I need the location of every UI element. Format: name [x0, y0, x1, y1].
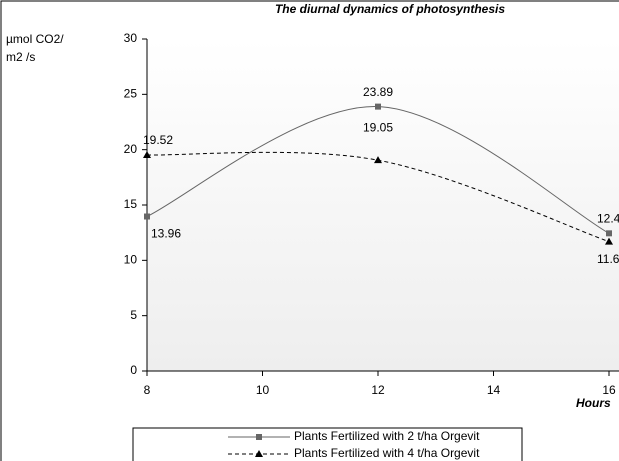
- x-axis-title: Hours: [576, 396, 611, 410]
- data-label: 12.44: [597, 212, 619, 226]
- y-tick-label: 25: [124, 87, 138, 101]
- data-label: 23.89: [363, 85, 393, 99]
- x-tick-label: 14: [487, 383, 501, 397]
- chart-title: The diurnal dynamics of photosynthesis: [275, 2, 505, 16]
- legend: [132, 427, 523, 461]
- y-tick-label: 30: [124, 31, 138, 45]
- data-label: 19.05: [363, 120, 393, 134]
- data-label: 11.69: [597, 252, 619, 266]
- y-tick-label: 20: [124, 142, 138, 156]
- y-tick-label: 0: [130, 363, 137, 377]
- marker: [605, 237, 613, 245]
- legend-label: Plants Fertilized with 4 t/ha Orgevit: [294, 446, 480, 460]
- marker: [375, 103, 381, 110]
- marker: [606, 230, 612, 237]
- x-tick-label: 12: [371, 383, 385, 397]
- y-tick-label: 15: [124, 197, 138, 211]
- data-label: 13.96: [151, 227, 181, 241]
- x-tick-label: 8: [144, 383, 151, 397]
- legend-label: Plants Fertilized with 2 t/ha Orgevit: [294, 429, 480, 443]
- marker: [144, 213, 150, 220]
- y-axis-title: m2 /s: [6, 50, 35, 64]
- data-label: 19.52: [143, 133, 173, 147]
- marker: [256, 434, 262, 440]
- y-tick-label: 5: [130, 308, 137, 322]
- x-tick-label: 10: [256, 383, 270, 397]
- y-tick-label: 10: [124, 253, 138, 267]
- y-axis-title: µmol CO2/: [6, 32, 64, 46]
- plot-area: [147, 39, 619, 371]
- marker: [374, 156, 382, 164]
- x-tick-label: 16: [602, 383, 616, 397]
- marker: [143, 150, 151, 158]
- marker: [255, 450, 263, 457]
